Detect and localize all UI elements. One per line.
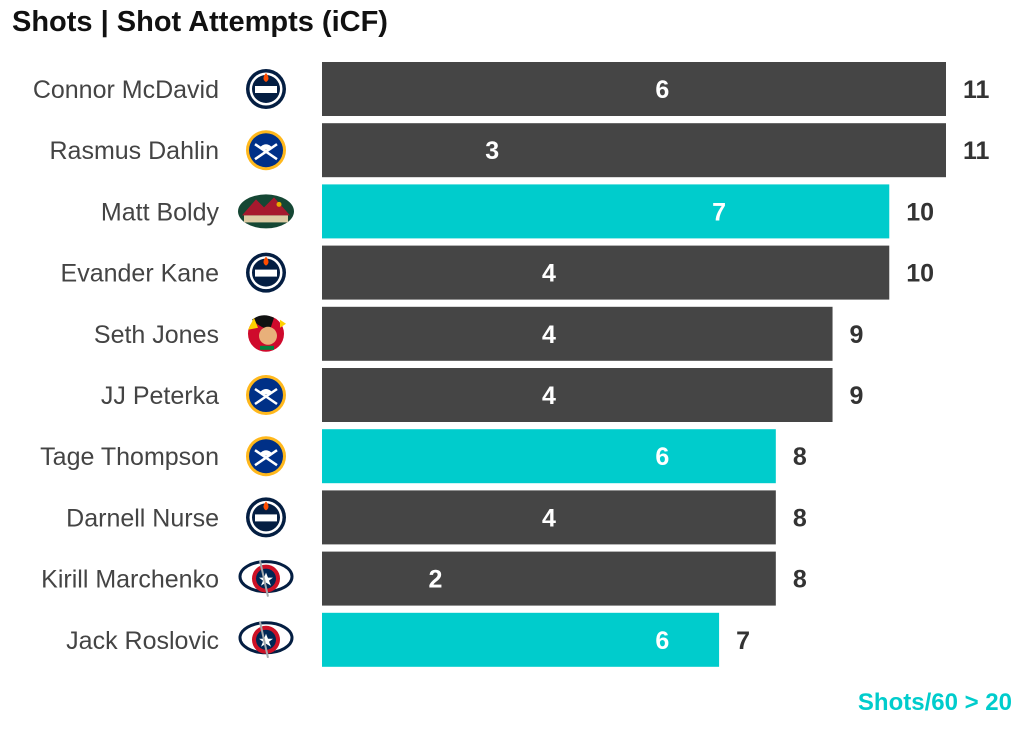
bar xyxy=(322,551,776,606)
player-name-label: Seth Jones xyxy=(94,321,219,349)
player-name-label: Matt Boldy xyxy=(101,198,220,226)
sabres-logo-icon xyxy=(246,375,286,415)
attempts-value-label: 9 xyxy=(850,382,864,410)
bar-row: Darnell Nurse 4 8 xyxy=(66,490,807,545)
chart-title: Shots | Shot Attempts (iCF) xyxy=(12,6,388,38)
sabres-logo-icon xyxy=(246,130,286,171)
bar xyxy=(322,490,776,545)
attempts-value-label: 8 xyxy=(793,443,807,471)
oilers-logo-icon xyxy=(246,69,286,109)
bar-row: Tage Thompson 6 8 xyxy=(40,429,807,484)
shots-value-label: 4 xyxy=(542,260,556,288)
shots-value-label: 4 xyxy=(542,504,556,532)
bar-row: Matt Boldy 7 10 xyxy=(101,184,934,239)
shots-value-label: 3 xyxy=(485,137,499,165)
attempts-value-label: 11 xyxy=(963,76,990,104)
bar-row: Evander Kane 4 10 xyxy=(61,245,934,300)
oilers-logo-icon xyxy=(246,497,286,538)
blue-jackets-logo-icon xyxy=(238,560,294,597)
bar xyxy=(322,368,833,422)
player-name-label: Tage Thompson xyxy=(40,443,219,471)
blackhawks-logo-icon xyxy=(248,315,286,352)
bar xyxy=(322,62,946,116)
bar-row: Rasmus Dahlin 3 11 xyxy=(49,123,990,178)
player-name-label: Evander Kane xyxy=(61,260,219,288)
shots-value-label: 2 xyxy=(429,566,443,594)
shots-value-label: 7 xyxy=(712,198,726,226)
player-name-label: Rasmus Dahlin xyxy=(49,137,219,165)
player-name-label: Jack Roslovic xyxy=(66,627,219,655)
shots-value-label: 6 xyxy=(655,443,669,471)
attempts-value-label: 7 xyxy=(736,627,750,655)
shots-value-label: 6 xyxy=(655,627,669,655)
bar xyxy=(322,123,946,178)
bar xyxy=(322,612,720,667)
shots-value-label: 4 xyxy=(542,382,556,410)
footnote: Shots/60 > 20 xyxy=(857,689,1012,716)
blue-jackets-logo-icon xyxy=(238,621,294,659)
bar xyxy=(322,245,890,300)
attempts-value-label: 10 xyxy=(906,198,934,226)
attempts-value-label: 10 xyxy=(906,260,934,288)
bar-row: Kirill Marchenko 2 8 xyxy=(41,551,807,606)
bar-row: Jack Roslovic 6 7 xyxy=(66,612,750,667)
bar-row: Connor McDavid 6 11 xyxy=(33,62,990,116)
bar-row: Seth Jones 4 9 xyxy=(94,306,864,361)
sabres-logo-icon xyxy=(246,436,286,477)
player-name-label: Kirill Marchenko xyxy=(41,566,219,594)
attempts-value-label: 8 xyxy=(793,566,807,594)
shots-value-label: 6 xyxy=(655,76,669,104)
wild-logo-icon xyxy=(238,194,294,229)
player-name-label: JJ Peterka xyxy=(101,382,219,410)
attempts-value-label: 9 xyxy=(850,321,864,349)
oilers-logo-icon xyxy=(246,252,286,293)
bar xyxy=(322,306,833,361)
bar-row: JJ Peterka 4 9 xyxy=(101,368,864,422)
shots-value-label: 4 xyxy=(542,321,556,349)
player-name-label: Connor McDavid xyxy=(33,76,219,104)
bar xyxy=(322,184,890,239)
player-name-label: Darnell Nurse xyxy=(66,504,219,532)
attempts-value-label: 11 xyxy=(963,137,990,165)
bar xyxy=(322,429,776,484)
attempts-value-label: 8 xyxy=(793,504,807,532)
